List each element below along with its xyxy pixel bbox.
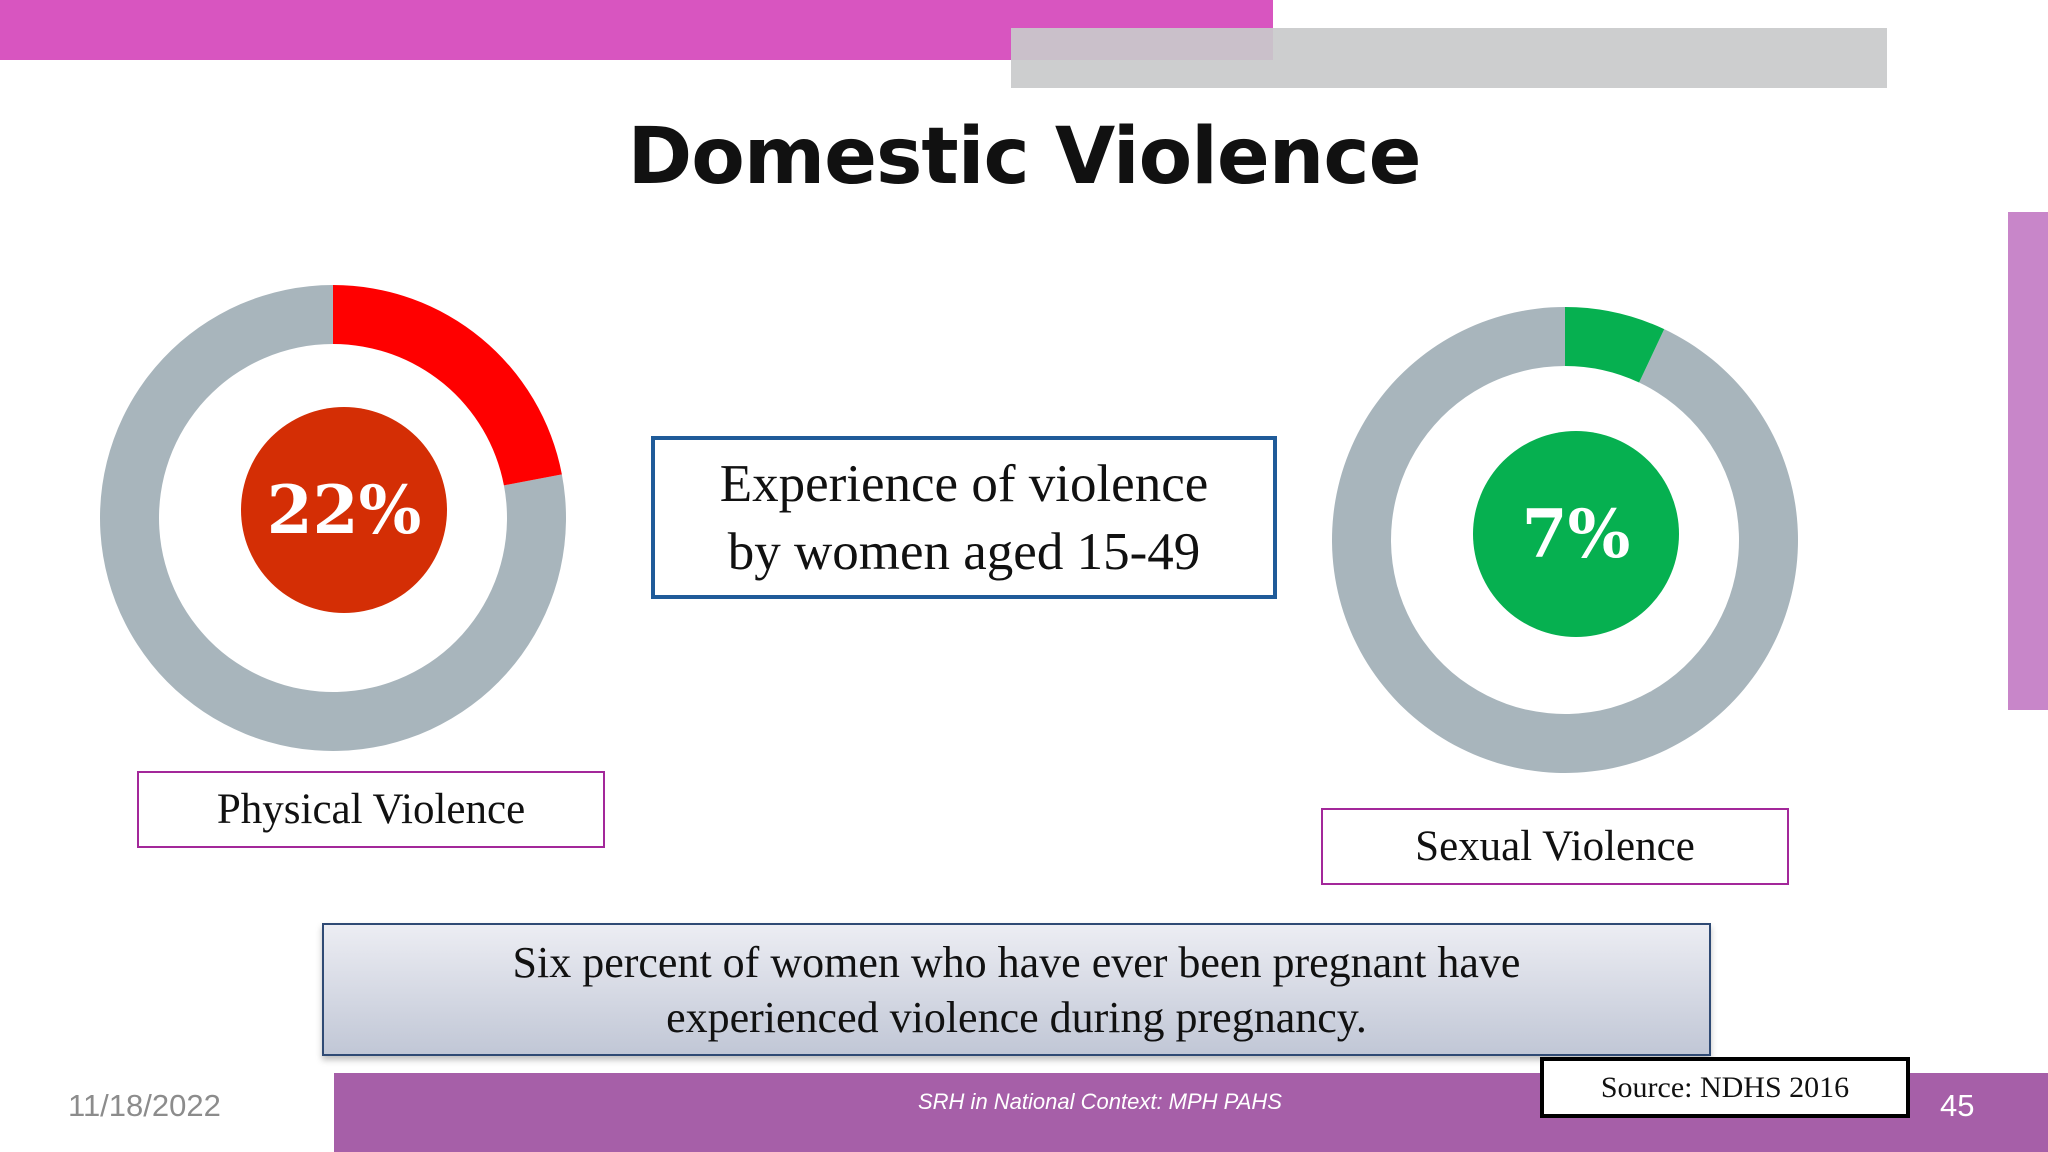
pregnancy-violence-note: Six percent of women who have ever been …	[322, 923, 1711, 1056]
footer-date: 11/18/2022	[68, 1088, 221, 1123]
side-accent-bar	[2008, 212, 2048, 710]
footer-center-text: SRH in National Context: MPH PAHS	[918, 1089, 1282, 1114]
physical-violence-label: Physical Violence	[137, 771, 605, 848]
note-line2: experienced violence during pregnancy.	[666, 992, 1367, 1042]
donut-slice-value	[333, 285, 562, 486]
page-number: 45	[1940, 1088, 1975, 1123]
sexual-violence-percent-label: 7%	[1473, 431, 1679, 637]
slide-title: Domestic Violence	[627, 112, 1422, 202]
note-line1: Six percent of women who have ever been …	[512, 937, 1521, 987]
donut-slice-value	[1565, 307, 1665, 383]
physical-violence-donut-chart	[100, 285, 566, 751]
header-accent-bar-gray	[1011, 28, 1887, 88]
center-box-line2: by women aged 15-49	[727, 522, 1201, 581]
sexual-violence-donut-chart	[1332, 307, 1798, 773]
experience-of-violence-box: Experience of violence by women aged 15-…	[651, 436, 1277, 599]
physical-violence-percent-label: 22%	[241, 407, 447, 613]
sexual-violence-label: Sexual Violence	[1321, 808, 1789, 885]
source-citation: Source: NDHS 2016	[1540, 1057, 1910, 1118]
center-box-line1: Experience of violence	[719, 454, 1209, 513]
